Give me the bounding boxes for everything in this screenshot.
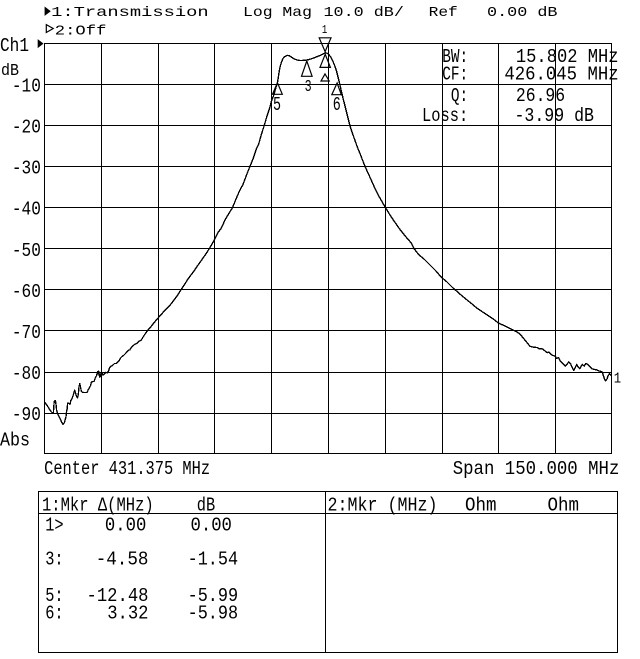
svg-text:26.96: 26.96 [516,85,565,107]
svg-text:-90: -90 [12,404,41,426]
svg-text:dB: dB [1,62,19,81]
svg-text:15.802 MHz: 15.802 MHz [516,46,619,68]
svg-text:1:Mkr Δ(MHz): 1:Mkr Δ(MHz) [42,495,154,517]
svg-text:5: 5 [273,94,281,116]
svg-text:Ch1: Ch1 [0,35,29,57]
svg-text:0.00: 0.00 [191,515,232,537]
svg-text:1: 1 [614,370,621,387]
svg-text:Span 150.000 MHz: Span 150.000 MHz [453,458,620,480]
svg-text:-12.48: -12.48 [87,585,149,607]
svg-text:Loss:: Loss: [422,105,468,127]
svg-text:BW:: BW: [442,46,468,68]
svg-text:0.00: 0.00 [105,515,146,537]
svg-text:-30: -30 [12,158,41,180]
svg-text:2:Mkr (MHz): 2:Mkr (MHz) [328,495,438,517]
svg-text:-40: -40 [12,199,41,221]
svg-text:Ref: Ref [429,5,458,21]
svg-text:-10: -10 [12,76,41,98]
svg-text:426.045 MHz: 426.045 MHz [504,63,618,85]
svg-text:Log Mag: Log Mag [243,5,312,21]
svg-text:3: 3 [305,78,312,97]
svg-text:CF:: CF: [442,63,468,85]
svg-text:3:: 3: [45,549,63,571]
svg-text:Center 431.375 MHz: Center 431.375 MHz [44,458,210,480]
svg-text:1: 1 [322,23,327,37]
svg-text:10.0 dB/: 10.0 dB/ [324,5,404,21]
svg-text:2:Off: 2:Off [55,24,107,40]
svg-text:Ohm: Ohm [465,495,497,517]
svg-text:5:: 5: [45,585,63,607]
svg-text:-1.54: -1.54 [188,549,239,571]
svg-text:Q:: Q: [451,85,468,107]
svg-text:1:Transmission: 1:Transmission [51,5,209,21]
svg-text:6: 6 [333,94,341,116]
svg-text:-5.98: -5.98 [188,603,239,625]
svg-text:-80: -80 [12,363,41,385]
svg-text:3.32: 3.32 [107,603,148,625]
svg-text:-60: -60 [12,281,41,303]
svg-text:-50: -50 [12,240,41,262]
svg-text:Ohm: Ohm [548,495,580,517]
svg-text:1>: 1> [45,515,63,537]
svg-text:-70: -70 [12,322,41,344]
svg-text:dB: dB [197,495,215,517]
svg-text:0.00 dB: 0.00 dB [487,5,558,21]
svg-text:Abs: Abs [0,430,30,452]
svg-text:-5.99: -5.99 [188,585,239,607]
svg-text:-3.99 dB: -3.99 dB [515,105,595,127]
svg-text:-20: -20 [12,117,41,139]
svg-text:-4.58: -4.58 [96,549,149,571]
svg-text:6:: 6: [45,603,63,625]
